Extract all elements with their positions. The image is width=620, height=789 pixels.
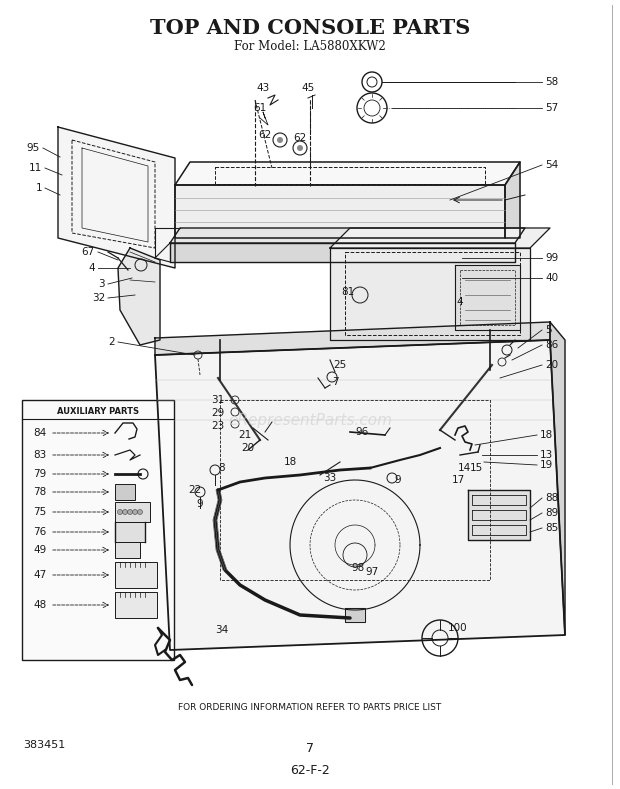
Circle shape bbox=[297, 145, 303, 151]
Bar bbox=[115, 562, 157, 588]
Polygon shape bbox=[468, 490, 530, 540]
Bar bbox=[22, 400, 174, 660]
Text: 96: 96 bbox=[355, 427, 369, 437]
Text: 9: 9 bbox=[197, 499, 203, 509]
Polygon shape bbox=[170, 243, 515, 262]
Text: 54: 54 bbox=[545, 160, 558, 170]
Text: 18: 18 bbox=[540, 430, 553, 440]
Polygon shape bbox=[175, 185, 505, 238]
Circle shape bbox=[128, 510, 133, 514]
Text: 1: 1 bbox=[35, 183, 42, 193]
Text: 4: 4 bbox=[89, 263, 95, 273]
Text: 61: 61 bbox=[254, 103, 267, 113]
Text: 48: 48 bbox=[33, 600, 46, 610]
Polygon shape bbox=[170, 228, 525, 243]
Polygon shape bbox=[345, 608, 365, 622]
Text: 67: 67 bbox=[82, 247, 95, 257]
Text: 49: 49 bbox=[33, 545, 46, 555]
Text: 29: 29 bbox=[211, 408, 224, 418]
Text: 17: 17 bbox=[451, 475, 464, 485]
Text: 97: 97 bbox=[365, 567, 379, 577]
Text: 98: 98 bbox=[352, 563, 365, 573]
Text: 19: 19 bbox=[540, 460, 553, 470]
Text: 15: 15 bbox=[469, 463, 482, 473]
Text: 7: 7 bbox=[332, 377, 339, 387]
Text: eRepresentParts.com: eRepresentParts.com bbox=[228, 413, 392, 428]
Text: 13: 13 bbox=[540, 450, 553, 460]
Text: TOP AND CONSOLE PARTS: TOP AND CONSOLE PARTS bbox=[150, 18, 470, 38]
Text: 22: 22 bbox=[188, 485, 202, 495]
Text: 2: 2 bbox=[108, 337, 115, 347]
Text: For Model: LA5880XKW2: For Model: LA5880XKW2 bbox=[234, 39, 386, 53]
Text: 31: 31 bbox=[211, 395, 224, 405]
Text: 40: 40 bbox=[545, 273, 558, 283]
Circle shape bbox=[118, 510, 123, 514]
Text: 85: 85 bbox=[545, 523, 558, 533]
Text: 99: 99 bbox=[545, 253, 558, 263]
Polygon shape bbox=[155, 340, 565, 650]
Text: 62-F-2: 62-F-2 bbox=[290, 764, 330, 776]
Text: FOR ORDERING INFORMATION REFER TO PARTS PRICE LIST: FOR ORDERING INFORMATION REFER TO PARTS … bbox=[179, 704, 441, 712]
Polygon shape bbox=[175, 162, 520, 185]
Text: 20: 20 bbox=[241, 443, 255, 453]
Polygon shape bbox=[455, 265, 520, 330]
Bar bbox=[115, 522, 145, 542]
Text: 89: 89 bbox=[545, 508, 558, 518]
Text: 76: 76 bbox=[33, 527, 46, 537]
Text: 9: 9 bbox=[395, 475, 401, 485]
Text: 5: 5 bbox=[545, 325, 552, 335]
Text: 58: 58 bbox=[545, 77, 558, 87]
Circle shape bbox=[277, 137, 283, 143]
Text: 81: 81 bbox=[342, 287, 355, 297]
Text: 43: 43 bbox=[257, 83, 270, 93]
Text: 34: 34 bbox=[215, 625, 229, 635]
Text: 100: 100 bbox=[448, 623, 468, 633]
Text: AUXILIARY PARTS: AUXILIARY PARTS bbox=[57, 406, 139, 416]
Bar bbox=[115, 542, 140, 558]
Text: 75: 75 bbox=[33, 507, 46, 517]
Polygon shape bbox=[550, 322, 565, 635]
Text: 21: 21 bbox=[238, 430, 252, 440]
Polygon shape bbox=[155, 322, 550, 355]
Text: 23: 23 bbox=[211, 421, 224, 431]
Text: 62: 62 bbox=[293, 133, 307, 143]
Text: 25: 25 bbox=[334, 360, 347, 370]
Text: 57: 57 bbox=[545, 103, 558, 113]
Text: 33: 33 bbox=[324, 473, 337, 483]
Text: 8: 8 bbox=[219, 463, 225, 473]
Polygon shape bbox=[505, 162, 520, 238]
Text: 383451: 383451 bbox=[23, 740, 65, 750]
Bar bbox=[115, 484, 135, 500]
Text: 86: 86 bbox=[545, 340, 558, 350]
Text: 88: 88 bbox=[545, 493, 558, 503]
Text: 20: 20 bbox=[545, 360, 558, 370]
Bar bbox=[115, 502, 150, 522]
Text: 18: 18 bbox=[283, 457, 296, 467]
Text: 79: 79 bbox=[33, 469, 46, 479]
Polygon shape bbox=[58, 127, 175, 268]
Text: 32: 32 bbox=[92, 293, 105, 303]
Text: 4: 4 bbox=[457, 297, 463, 307]
Circle shape bbox=[123, 510, 128, 514]
Text: 83: 83 bbox=[33, 450, 46, 460]
Text: 45: 45 bbox=[301, 83, 314, 93]
Polygon shape bbox=[330, 228, 550, 248]
Text: 47: 47 bbox=[33, 570, 46, 580]
Text: 84: 84 bbox=[33, 428, 46, 438]
Text: 62: 62 bbox=[259, 130, 272, 140]
Polygon shape bbox=[118, 248, 160, 345]
Text: 11: 11 bbox=[29, 163, 42, 173]
Text: 78: 78 bbox=[33, 487, 46, 497]
Text: 14: 14 bbox=[458, 463, 471, 473]
Text: 95: 95 bbox=[27, 143, 40, 153]
Polygon shape bbox=[330, 248, 530, 340]
Circle shape bbox=[133, 510, 138, 514]
Text: 7: 7 bbox=[306, 742, 314, 754]
Bar bbox=[115, 592, 157, 618]
Circle shape bbox=[138, 510, 143, 514]
Text: 3: 3 bbox=[99, 279, 105, 289]
